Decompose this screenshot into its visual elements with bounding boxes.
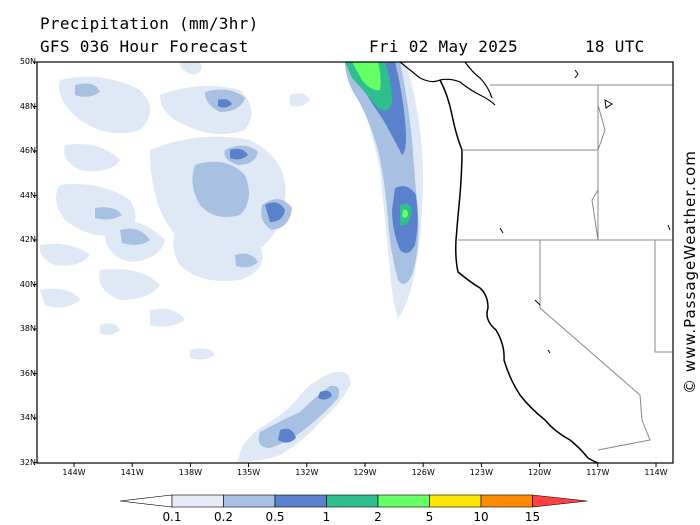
precip-green — [352, 62, 408, 218]
lat-label: 40N — [19, 279, 36, 289]
lat-label: 50N — [19, 57, 36, 66]
lon-label: 132W — [295, 468, 319, 477]
map-frame — [36, 61, 674, 464]
legend-swatch — [480, 494, 533, 508]
legend-value: 15 — [524, 510, 541, 524]
lon-label: 114W — [644, 468, 668, 477]
forecast-date: Fri 02 May 2025 — [369, 37, 518, 56]
legend-swatch — [429, 494, 482, 508]
legend-swatch — [223, 494, 276, 508]
legend-value: 0.5 — [265, 510, 285, 524]
lat-label: 36N — [19, 368, 36, 378]
coastline — [439, 79, 599, 463]
legend-value: 1 — [322, 510, 331, 524]
chart-title: Precipitation (mm/3hr) — [40, 14, 259, 33]
legend-value: 0.1 — [162, 510, 182, 524]
legend-swatch — [171, 494, 224, 508]
lon-label: 138W — [178, 468, 202, 477]
lat-label: 48N — [19, 101, 36, 111]
lon-label: 141W — [120, 468, 144, 477]
lon-label: 126W — [411, 468, 435, 477]
color-legend — [119, 494, 588, 508]
lat-label: 34N — [19, 413, 36, 422]
legend-swatch — [274, 494, 327, 508]
lat-label: 46N — [19, 146, 36, 155]
lon-label: 120W — [528, 468, 552, 477]
lon-label: 123W — [469, 468, 493, 477]
legend-value: 10 — [473, 510, 489, 524]
lat-label: 42N — [19, 235, 36, 244]
legend-value: 2 — [374, 510, 382, 524]
credit-watermark: © www.PassageWeather.com — [681, 150, 699, 394]
lon-label: 135W — [237, 468, 261, 477]
lon-label: 117W — [586, 468, 610, 477]
lat-label: 32N — [19, 457, 36, 467]
legend-value: 5 — [425, 510, 434, 524]
precip-light — [39, 62, 424, 462]
lon-label: 129W — [353, 468, 377, 477]
legend-swatch — [326, 494, 379, 508]
legend-swatch — [532, 494, 588, 508]
lat-label: 44N — [19, 190, 36, 200]
forecast-time: 18 UTC — [585, 37, 645, 56]
legend-value: 0.2 — [213, 510, 234, 524]
lat-label: 38N — [19, 324, 36, 333]
legend-arrow-left — [119, 494, 173, 508]
forecast-label: GFS 036 Hour Forecast — [40, 37, 249, 56]
legend-swatch — [377, 494, 430, 508]
state-borders — [458, 84, 673, 451]
lon-label: 144W — [62, 468, 86, 477]
